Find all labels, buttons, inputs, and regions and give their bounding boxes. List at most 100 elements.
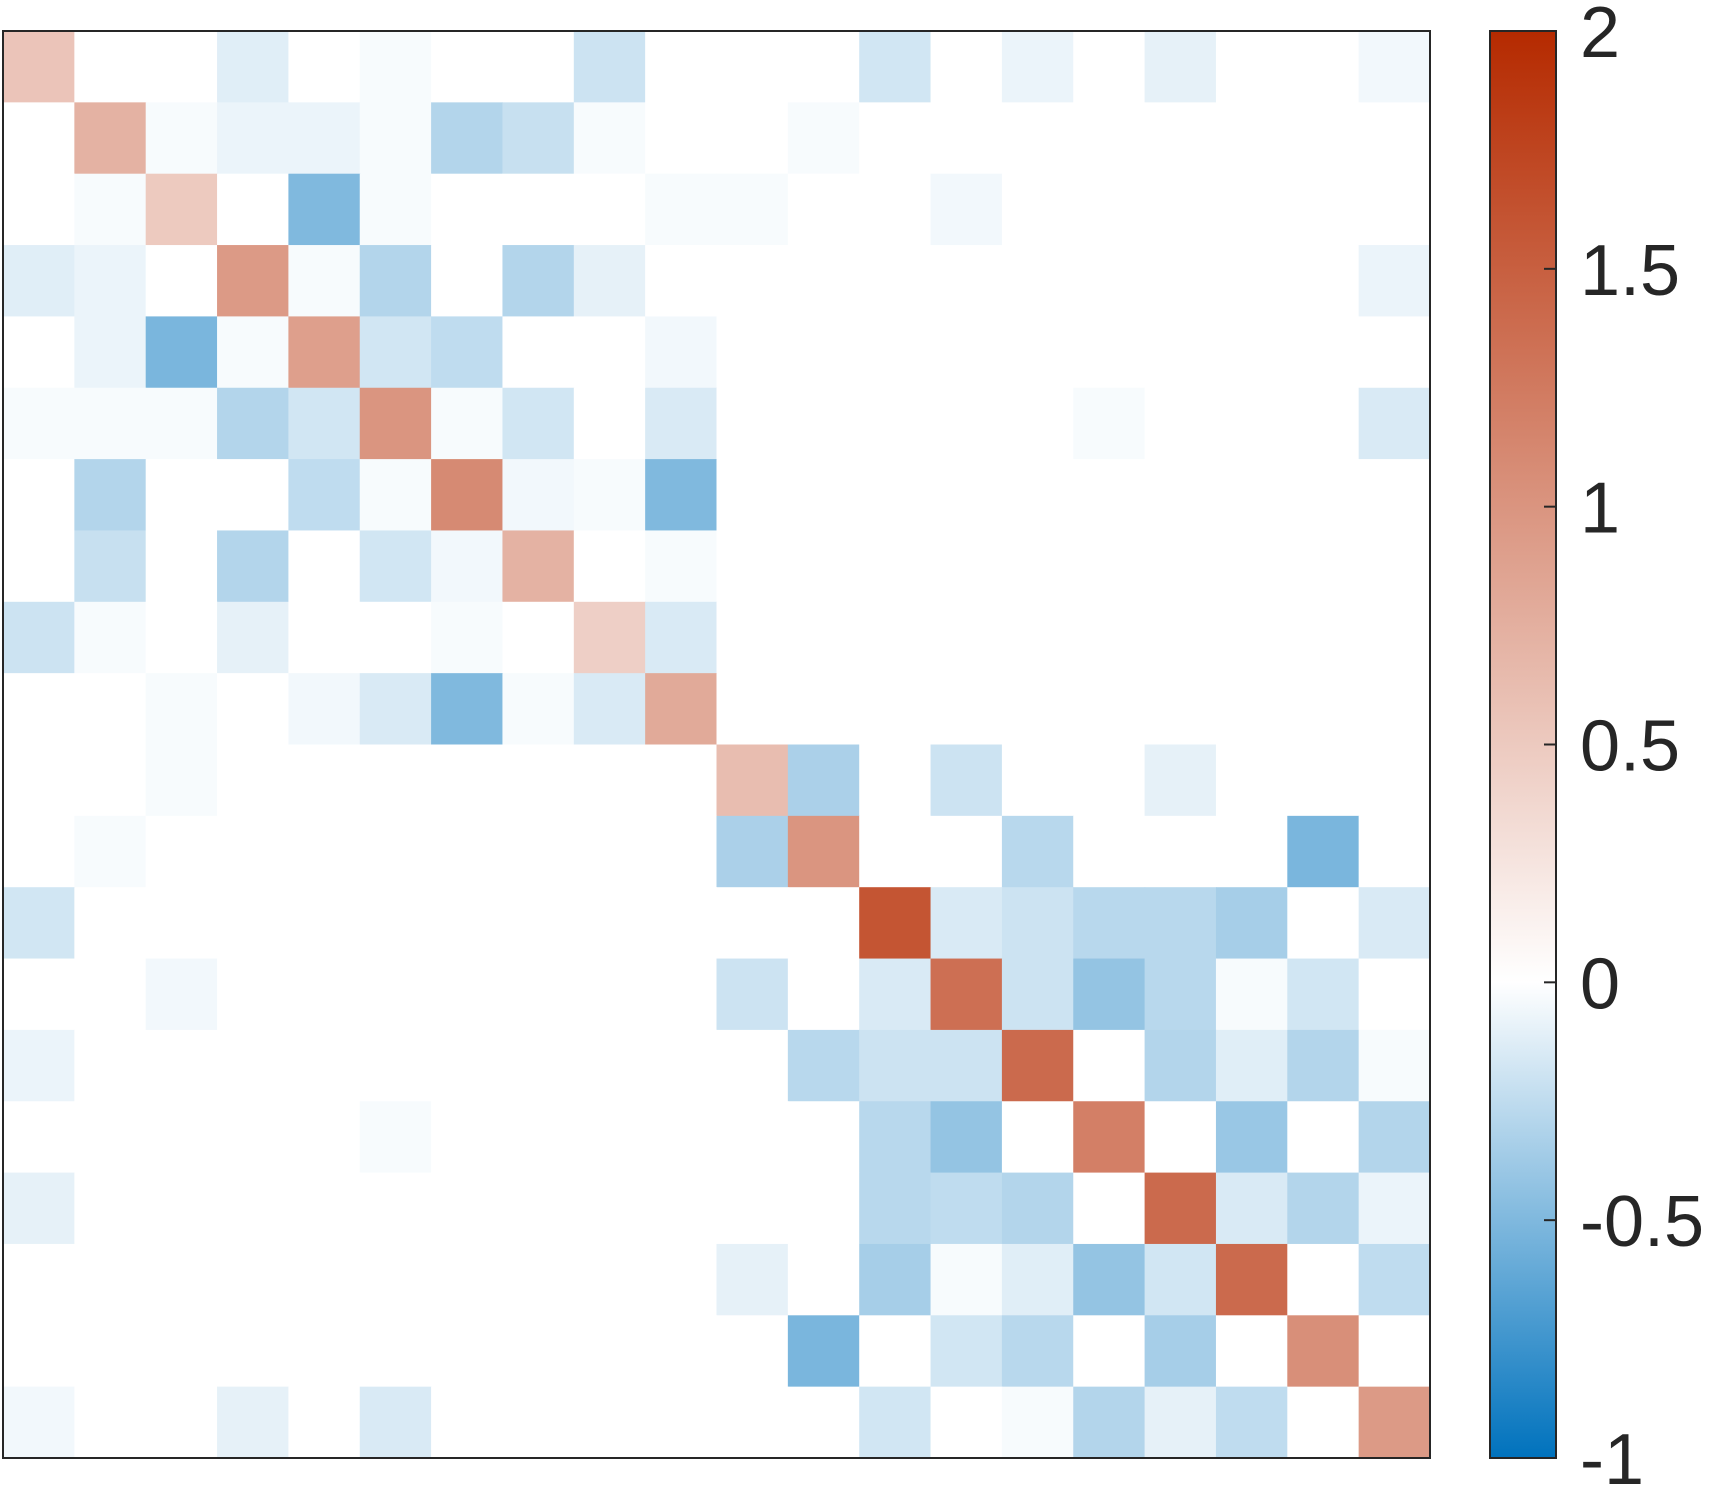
heatmap-cell (288, 601, 361, 674)
heatmap-cell (1215, 459, 1288, 532)
heatmap-cell (1073, 245, 1146, 317)
heatmap-cell (74, 958, 147, 1031)
heatmap-cell (74, 1315, 147, 1388)
heatmap-cell (359, 815, 432, 888)
heatmap-cell (1144, 31, 1217, 103)
heatmap-cell (145, 459, 218, 532)
heatmap-cell (3, 815, 75, 888)
heatmap-cell (716, 316, 789, 389)
heatmap-cell (288, 530, 361, 603)
heatmap-cell (145, 958, 218, 1031)
heatmap-cell (716, 1243, 789, 1316)
heatmap-cell (1215, 744, 1288, 817)
heatmap-cell (145, 1386, 218, 1459)
heatmap-cell (716, 1101, 789, 1174)
heatmap-cell (3, 1243, 75, 1316)
colorbar-ticks: -1 -0.5 0 0.5 1 1.5 2 (1544, 0, 1704, 1491)
heatmap-cell (1358, 887, 1431, 960)
heatmap-cell (1144, 245, 1217, 317)
heatmap-cell (930, 387, 1003, 460)
heatmap-cell (145, 1315, 218, 1388)
heatmap-cell (787, 459, 860, 532)
heatmap-cell (3, 673, 75, 746)
heatmap-cell (3, 601, 75, 674)
heatmap-cell (288, 245, 361, 317)
heatmap-cell (502, 673, 575, 746)
heatmap-cell (74, 815, 147, 888)
heatmap-cell (1215, 1243, 1288, 1316)
colorbar-tick-label: 0 (1580, 944, 1620, 1024)
heatmap-cell (1073, 387, 1146, 460)
heatmap-cell (716, 459, 789, 532)
heatmap-cell (502, 316, 575, 389)
heatmap-cell (930, 316, 1003, 389)
heatmap-cell (1001, 530, 1074, 603)
heatmap-cell (217, 744, 289, 817)
heatmap-cell (431, 102, 504, 175)
heatmap-cell (431, 1029, 504, 1102)
heatmap-cell (1215, 316, 1288, 389)
heatmap-cell (3, 530, 75, 603)
heatmap-cell (1144, 1315, 1217, 1388)
heatmap-cell (359, 387, 432, 460)
heatmap-cell (573, 245, 646, 317)
heatmap-cell (1215, 673, 1288, 746)
heatmap-cell (573, 1315, 646, 1388)
heatmap-cell (573, 1386, 646, 1459)
heatmap-cell (502, 1101, 575, 1174)
heatmap-cell (1287, 1029, 1360, 1102)
heatmap-cell (502, 601, 575, 674)
heatmap-cell (1001, 744, 1074, 817)
heatmap-cell (787, 1243, 860, 1316)
heatmap-cell (1215, 31, 1288, 103)
heatmap-cell (1073, 673, 1146, 746)
heatmap-cell (1073, 459, 1146, 532)
heatmap-cell (645, 102, 718, 175)
heatmap-cell (859, 1243, 932, 1316)
heatmap-cell (1215, 1172, 1288, 1245)
heatmap-cell (502, 102, 575, 175)
heatmap-cell (1358, 1029, 1431, 1102)
heatmap-cell (74, 31, 147, 103)
heatmap-cell (288, 102, 361, 175)
heatmap-cell (1287, 31, 1360, 103)
heatmap-cell (74, 102, 147, 175)
heatmap-cell (1215, 1386, 1288, 1459)
heatmap-cell (787, 316, 860, 389)
heatmap-cell (716, 173, 789, 246)
heatmap-cell (859, 530, 932, 603)
heatmap-cell (1358, 530, 1431, 603)
heatmap-cell (1215, 1101, 1288, 1174)
heatmap-cell (716, 530, 789, 603)
heatmap-cell (859, 1029, 932, 1102)
heatmap-cell (859, 673, 932, 746)
heatmap-cell (1215, 601, 1288, 674)
heatmap-cell (359, 1029, 432, 1102)
heatmap-cell (645, 958, 718, 1031)
heatmap-cell (1001, 1172, 1074, 1245)
heatmap-cell (1215, 958, 1288, 1031)
colorbar-tick-label: 0.5 (1580, 707, 1680, 787)
heatmap-cell (431, 245, 504, 317)
heatmap-cell (859, 744, 932, 817)
heatmap-cell (716, 601, 789, 674)
heatmap-cell (859, 316, 932, 389)
heatmap-cell (359, 1172, 432, 1245)
heatmap-cell (1073, 887, 1146, 960)
heatmap-cell (3, 1029, 75, 1102)
heatmap-cell (1001, 1315, 1074, 1388)
heatmap-cell (645, 887, 718, 960)
heatmap-cell (787, 1101, 860, 1174)
heatmap-cell (217, 316, 289, 389)
heatmap-cell (217, 387, 289, 460)
heatmap-cell (1358, 31, 1431, 103)
heatmap-cell (145, 102, 218, 175)
heatmap-cell (502, 245, 575, 317)
heatmap-cell (431, 1315, 504, 1388)
heatmap-cell (145, 744, 218, 817)
heatmap-cell (1287, 958, 1360, 1031)
heatmap-cell (1358, 1243, 1431, 1316)
heatmap-cell (573, 459, 646, 532)
heatmap-cell (217, 601, 289, 674)
heatmap-cell (1358, 459, 1431, 532)
